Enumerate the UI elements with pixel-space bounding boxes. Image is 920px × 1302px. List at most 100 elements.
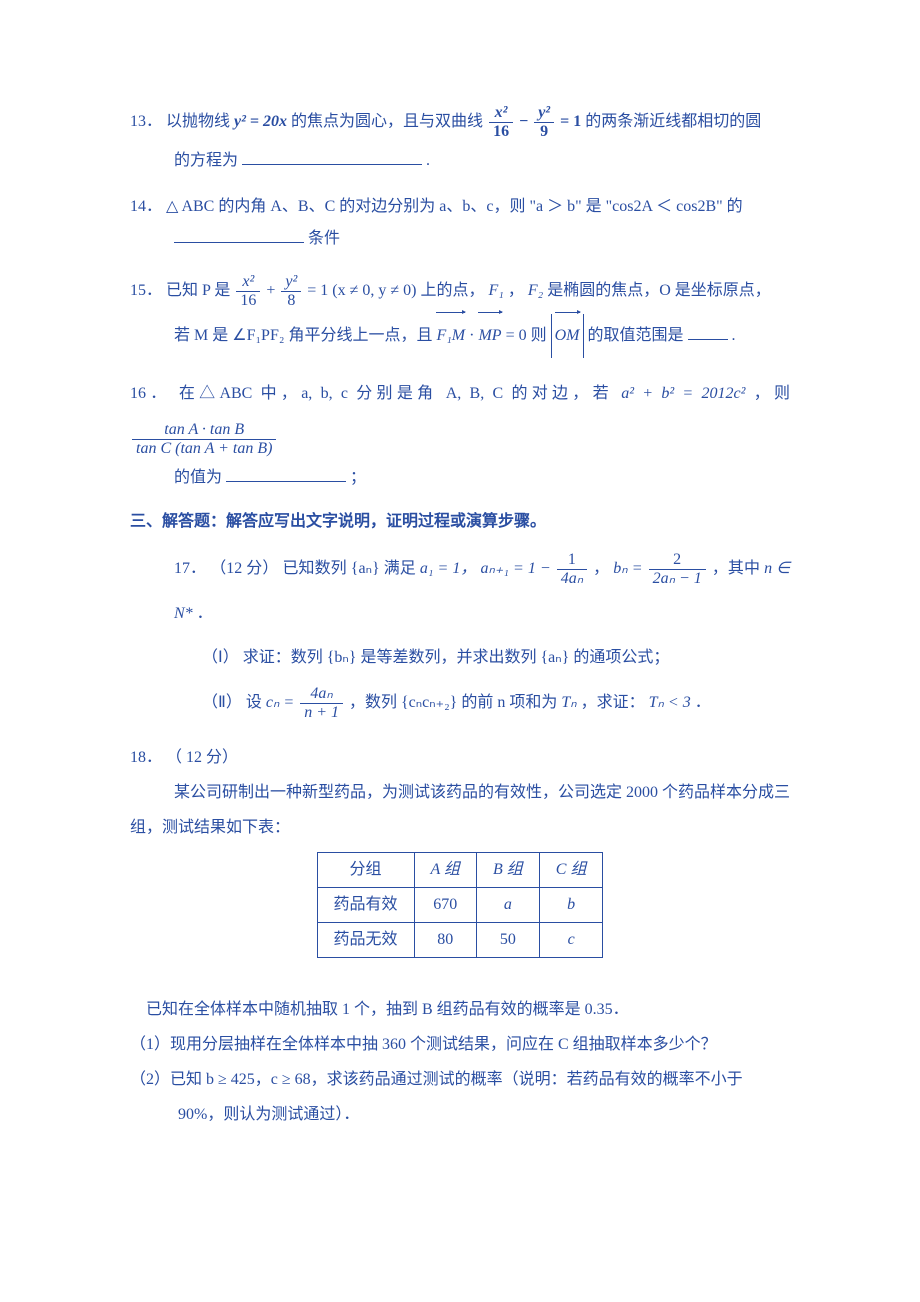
- row2-C: c: [539, 922, 603, 957]
- q14-label: 14．: [130, 198, 162, 215]
- q13-text-d: 的方程为: [174, 152, 238, 169]
- q17-p2-d: ，求证：: [581, 694, 645, 711]
- q16-eq: a² + b² = 2012c²: [621, 385, 745, 402]
- q15-text-d: 若 M 是: [174, 327, 228, 344]
- q17-text-a: 已知数列: [282, 560, 346, 577]
- q15-frac2: y² 8: [281, 273, 301, 309]
- question-13: 13． 以抛物线 y² = 20x 的焦点为圆心，且与双曲线 x² 16 − y…: [130, 100, 790, 177]
- q17-an1-lhs: aₙ₊₁ = 1 −: [481, 560, 555, 577]
- q17-cc: {cₙcₙ₊₂}: [401, 694, 457, 711]
- q17-period: ．: [197, 605, 213, 622]
- q15-line1: 15． 已知 P 是 x² 16 + y² 8 = 1 (x ≠ 0, y ≠ …: [130, 269, 790, 314]
- col-C: C 组: [539, 852, 603, 887]
- question-18: 18． （ 12 分） 某公司研制出一种新型药品，为测试该药品的有效性，公司选定…: [130, 740, 790, 1132]
- col-group: 分组: [317, 852, 414, 887]
- q17-cn-frac: 4aₙ n + 1: [300, 685, 343, 721]
- section-3-header: 三、解答题：解答应写出文字说明，证明过程或演算步骤。: [130, 508, 790, 537]
- q15-text-b: 上的点，: [421, 282, 485, 299]
- q17-a1: a₁ = 1，: [420, 560, 477, 577]
- q16-text-c: 的值为: [174, 469, 222, 486]
- q14-blank: [174, 227, 304, 243]
- q17-text-b: 满足: [384, 560, 416, 577]
- q17-Tn: Tₙ: [561, 694, 576, 711]
- q17-p1-c: 的通项公式；: [573, 649, 669, 666]
- q15-vec1: F₁M: [436, 314, 465, 359]
- q13-tail: = 1: [560, 113, 581, 130]
- row1-A: 670: [414, 887, 477, 922]
- q18-part2b: 90%，则认为测试通过）．: [130, 1097, 790, 1132]
- q15-F1: F₁: [489, 282, 504, 299]
- q18-pts: （ 12 分）: [166, 749, 238, 766]
- q18-table: 分组 A 组 B 组 C 组 药品有效 670 a b 药品无效 80 50 c: [317, 852, 604, 958]
- q15-om: OM: [555, 314, 580, 359]
- q17-p2-label: （Ⅱ）: [202, 694, 242, 711]
- q18-label: 18．: [130, 749, 162, 766]
- q17-an2: {aₙ}: [541, 649, 570, 666]
- q17-bn-lhs: bₙ =: [613, 560, 646, 577]
- q15-F2: F₂: [528, 282, 543, 299]
- q15-period: .: [732, 327, 736, 344]
- q18-text-a: 某公司研制出一种新型药品，为测试该药品的有效性，公司选定 2000 个药品样本分…: [130, 775, 790, 845]
- q16-semi: ；: [350, 469, 366, 486]
- q13-minus: −: [519, 113, 532, 130]
- q17-pts: （12 分）: [210, 560, 278, 577]
- row1-B: a: [477, 887, 540, 922]
- q15-blank: [688, 324, 728, 340]
- row1-C: b: [539, 887, 603, 922]
- q13-text-b: 的焦点为圆心，且与双曲线: [291, 113, 483, 130]
- q15-frac1: x² 16: [236, 273, 260, 309]
- q13-text-c: 的两条渐近线都相切的圆: [585, 113, 761, 130]
- q14-line2: 条件: [130, 223, 790, 255]
- q15-text-g: 的取值范围是: [588, 327, 684, 344]
- q15-line2: 若 M 是 ∠F₁PF₂ 角平分线上一点，且 F₁M · MP = 0 则 OM…: [130, 314, 790, 359]
- q16-text-a: 在△ABC 中，a, b, c 分别是角 A, B, C 的对边，若: [179, 385, 613, 402]
- row1-label: 药品有效: [317, 887, 414, 922]
- q15-text-e: 角平分线上一点，且: [288, 327, 432, 344]
- q13-label: 13．: [130, 113, 162, 130]
- q17-part2: （Ⅱ） 设 cₙ = 4aₙ n + 1 ，数列 {cₙcₙ₊₂} 的前 n 项…: [130, 681, 790, 726]
- spacer: [130, 958, 790, 992]
- row2-B: 50: [477, 922, 540, 957]
- q17-part1: （Ⅰ） 求证：数列 {bₙ} 是等差数列，并求出数列 {aₙ} 的通项公式；: [130, 636, 790, 681]
- q18-line1: 18． （ 12 分）: [130, 740, 790, 775]
- q13-frac1: x² 16: [489, 104, 513, 140]
- table-header-row: 分组 A 组 B 组 C 组: [317, 852, 603, 887]
- q17-p1-label: （Ⅰ）: [202, 649, 239, 666]
- question-16: 16． 在△ABC 中，a, b, c 分别是角 A, B, C 的对边，若 a…: [130, 372, 790, 494]
- q17-line1: 17． （12 分） 已知数列 {aₙ} 满足 a₁ = 1， aₙ₊₁ = 1…: [130, 547, 790, 637]
- q18-part2a: （2）已知 b ≥ 425，c ≥ 68，求该药品通过测试的概率（说明：若药品有…: [130, 1062, 790, 1097]
- q15-label: 15．: [130, 282, 162, 299]
- q17-p1-a: 求证：数列: [243, 649, 323, 666]
- q15-text-a: 已知 P 是: [166, 282, 230, 299]
- q17-bn2: {bₙ}: [327, 649, 357, 666]
- q13-line1: 13． 以抛物线 y² = 20x 的焦点为圆心，且与双曲线 x² 16 − y…: [130, 100, 790, 145]
- q15-abs: OM: [551, 314, 584, 359]
- q13-blank: [242, 149, 422, 165]
- col-B: B 组: [477, 852, 540, 887]
- table-row: 药品无效 80 50 c: [317, 922, 603, 957]
- q16-label: 16．: [130, 385, 171, 402]
- q14-text-a: △ ABC 的内角 A、B、C 的对边分别为 a、b、c，则 "a ＞ b" 是…: [166, 198, 743, 215]
- q17-an: {aₙ}: [351, 560, 380, 577]
- q17-bn-frac: 2 2aₙ − 1: [649, 551, 706, 587]
- question-15: 15． 已知 P 是 x² 16 + y² 8 = 1 (x ≠ 0, y ≠ …: [130, 269, 790, 359]
- q17-p2-a: 设: [246, 694, 262, 711]
- q14-line1: 14． △ ABC 的内角 A、B、C 的对边分别为 a、b、c，则 "a ＞ …: [130, 191, 790, 223]
- q15-text-f: 则: [531, 327, 547, 344]
- q13-text-a: 以抛物线: [166, 113, 230, 130]
- q17-p2-b: ，数列: [349, 694, 397, 711]
- q17-text-c: ，其中: [712, 560, 760, 577]
- q16-text-b: ，则: [754, 385, 790, 402]
- q17-cn-lhs: cₙ =: [266, 694, 298, 711]
- q16-blank: [226, 466, 346, 482]
- q15-angle: ∠F₁PF₂: [232, 327, 284, 344]
- q17-p2-c: 的前 n 项和为: [461, 694, 557, 711]
- q15-comma1: ，: [508, 282, 524, 299]
- q13-line2: 的方程为 .: [130, 145, 790, 177]
- q17-p1-b: 是等差数列，并求出数列: [360, 649, 536, 666]
- q15-text-c: 是椭圆的焦点，O 是坐标原点，: [547, 282, 771, 299]
- q18-part1: （1）现用分层抽样在全体样本中抽 360 个测试结果，问应在 C 组抽取样本多少…: [130, 1027, 790, 1062]
- col-A: A 组: [414, 852, 477, 887]
- q17-an1-frac: 1 4aₙ: [557, 551, 587, 587]
- question-17: 17． （12 分） 已知数列 {aₙ} 满足 a₁ = 1， aₙ₊₁ = 1…: [130, 547, 790, 726]
